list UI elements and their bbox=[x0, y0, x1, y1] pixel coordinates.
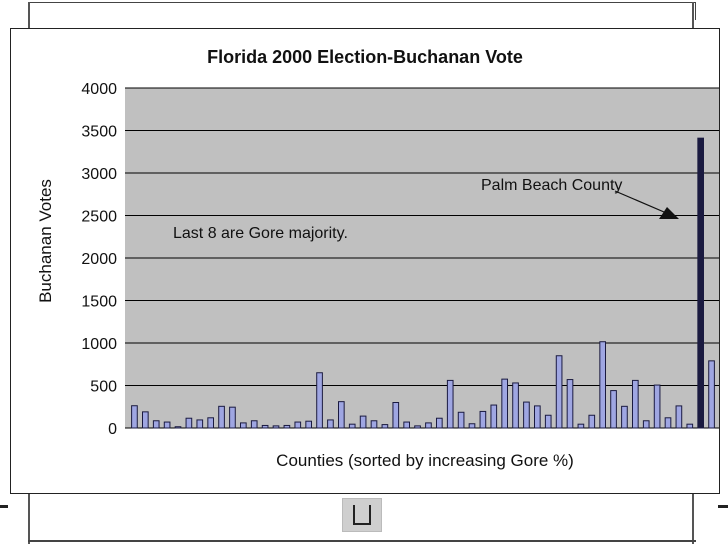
slide-bottom-frame bbox=[28, 540, 696, 542]
right-edge-mark bbox=[718, 505, 728, 508]
chart-title: Florida 2000 Election-Buchanan Vote bbox=[207, 47, 523, 67]
bar bbox=[577, 423, 585, 429]
bar bbox=[468, 423, 476, 429]
bar bbox=[403, 421, 410, 429]
bar bbox=[664, 417, 672, 429]
bar bbox=[610, 390, 617, 429]
bar bbox=[348, 423, 356, 429]
y-tick-labels: 0 500 1000 1500 2000 2500 3000 3500 4000 bbox=[81, 81, 117, 438]
y-tick-label: 1000 bbox=[81, 336, 117, 353]
grid-lines bbox=[125, 87, 719, 429]
slide-control-icon bbox=[353, 505, 371, 525]
bar bbox=[283, 424, 291, 429]
bar bbox=[425, 422, 432, 429]
bar bbox=[544, 414, 552, 429]
bar bbox=[131, 405, 138, 429]
y-tick-label: 4000 bbox=[81, 81, 117, 98]
bar bbox=[642, 420, 650, 429]
bar bbox=[359, 415, 367, 429]
bar bbox=[218, 405, 225, 429]
palm-beach-label: Palm Beach County bbox=[481, 177, 622, 194]
bar bbox=[490, 404, 498, 429]
bar bbox=[436, 417, 443, 429]
bar bbox=[370, 420, 378, 429]
bar bbox=[294, 421, 302, 429]
bar bbox=[327, 419, 334, 429]
left-edge-mark bbox=[0, 505, 8, 508]
bar bbox=[152, 420, 160, 429]
y-tick-label: 1500 bbox=[81, 294, 117, 311]
bar bbox=[523, 401, 530, 429]
bar bbox=[599, 341, 607, 429]
bar bbox=[261, 424, 269, 429]
bar bbox=[708, 360, 715, 429]
bar bbox=[142, 411, 149, 429]
bar bbox=[272, 425, 280, 429]
bar bbox=[381, 424, 389, 429]
bar bbox=[392, 402, 400, 429]
bar bbox=[229, 406, 236, 429]
bar bbox=[588, 414, 596, 429]
bar bbox=[316, 372, 323, 429]
bar bbox=[240, 422, 247, 429]
y-axis-label: Buchanan Votes bbox=[36, 179, 55, 303]
bar bbox=[555, 355, 563, 429]
bar bbox=[414, 425, 421, 429]
slide-control-button[interactable] bbox=[342, 498, 382, 532]
palm-beach-arrow-head bbox=[659, 207, 679, 219]
bar bbox=[174, 426, 182, 429]
bar bbox=[305, 420, 312, 429]
y-tick-label: 2500 bbox=[81, 209, 117, 226]
bar-chart: 0 500 1000 1500 2000 2500 3000 3500 4000 Florida… bbox=[36, 47, 719, 470]
y-tick-label: 2000 bbox=[81, 251, 117, 268]
bar bbox=[512, 382, 519, 429]
chart-panel: 0 500 1000 1500 2000 2500 3000 3500 4000 Florida… bbox=[10, 28, 720, 494]
bar bbox=[250, 420, 258, 429]
bar bbox=[185, 417, 193, 429]
y-tick-label: 0 bbox=[108, 421, 117, 438]
bar bbox=[338, 401, 345, 429]
bar bbox=[479, 410, 487, 429]
bar bbox=[446, 379, 454, 429]
bar bbox=[686, 423, 694, 429]
palm-beach-arrow-shaft bbox=[614, 190, 672, 216]
gore-majority-note: Last 8 are Gore majority. bbox=[173, 225, 348, 242]
bar bbox=[653, 384, 661, 429]
bar bbox=[457, 411, 465, 429]
y-tick-label: 3000 bbox=[81, 166, 117, 183]
bar bbox=[566, 379, 574, 429]
bar bbox=[621, 405, 628, 429]
x-axis-label: Counties (sorted by increasing Gore %) bbox=[276, 451, 574, 470]
y-tick-label: 3500 bbox=[81, 124, 117, 141]
bar bbox=[163, 421, 171, 429]
bars bbox=[131, 137, 715, 429]
bar bbox=[207, 417, 214, 429]
bar bbox=[534, 405, 541, 429]
bar bbox=[196, 419, 204, 429]
bar bbox=[501, 378, 508, 429]
bar bbox=[675, 405, 683, 429]
bar bbox=[632, 379, 639, 429]
y-tick-label: 500 bbox=[90, 379, 117, 396]
bar bbox=[697, 137, 705, 429]
